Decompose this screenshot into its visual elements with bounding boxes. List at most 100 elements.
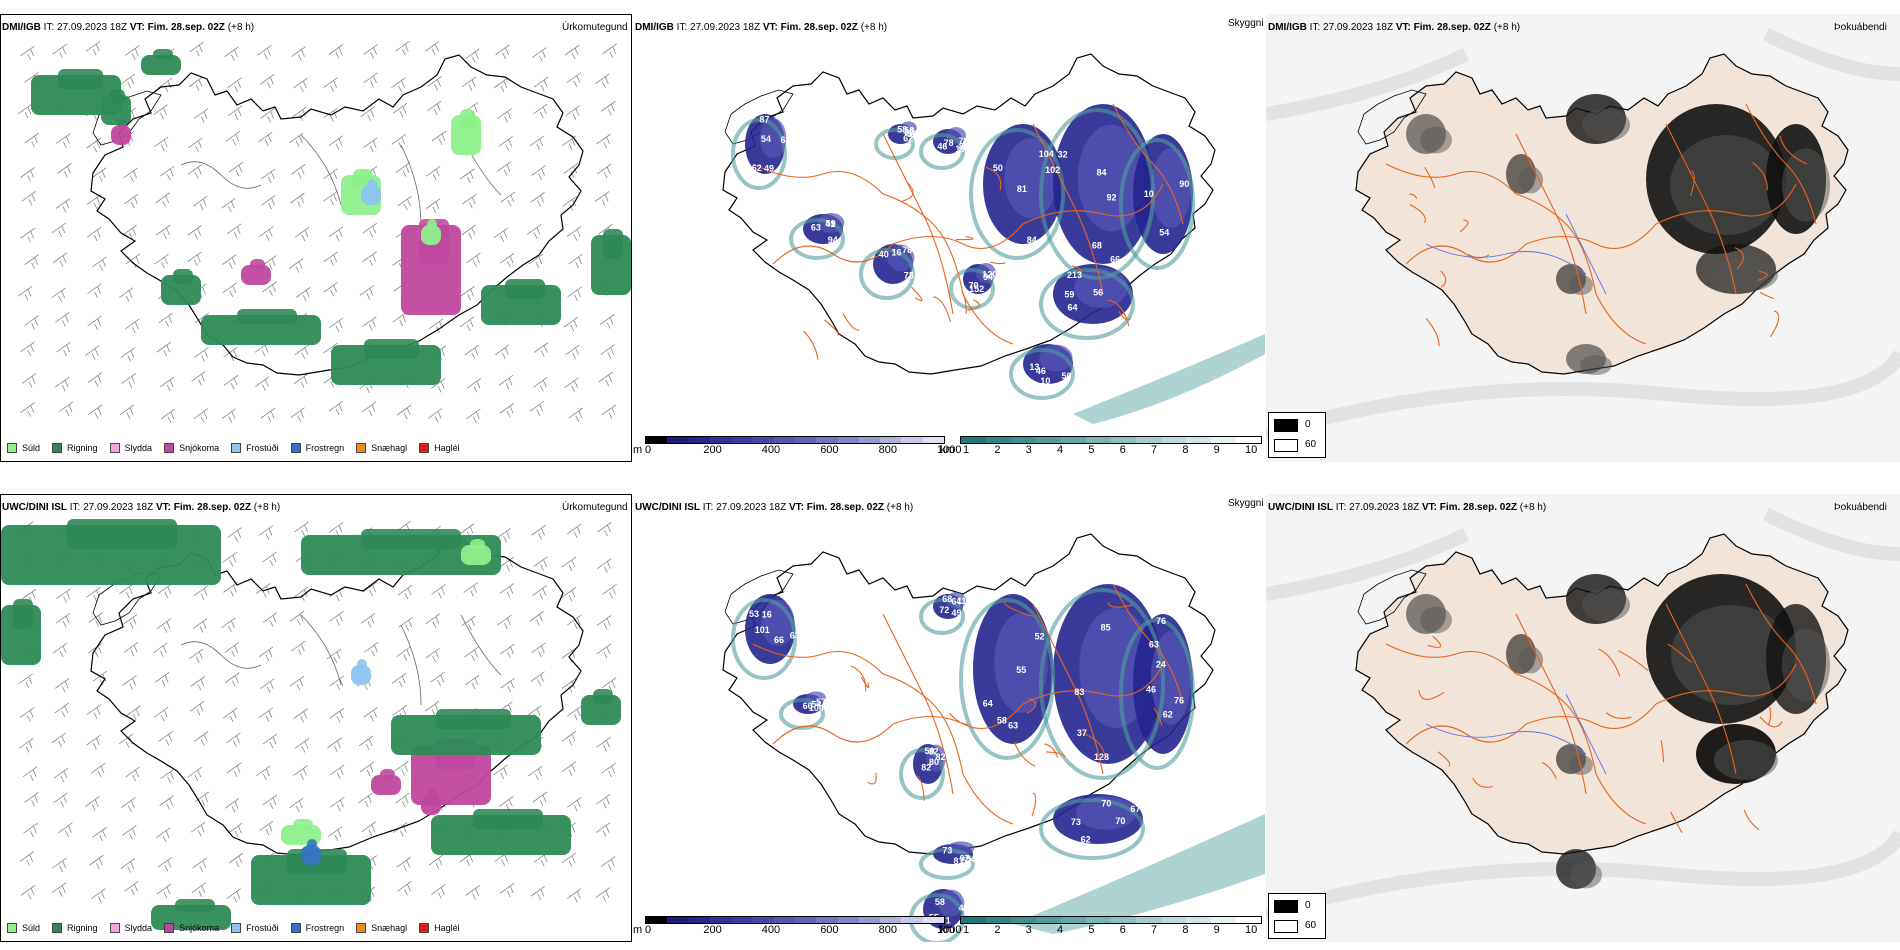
visibility-tick: 9 <box>1213 924 1220 936</box>
visibility-value: 58 <box>904 126 914 136</box>
legend-label: Snjókoma <box>179 443 220 453</box>
legend-label: Haglél <box>434 923 460 933</box>
visibility-value: 62 <box>1081 835 1091 845</box>
legend-swatch <box>164 443 175 453</box>
visibility-value: 46 <box>1146 684 1156 694</box>
visibility-value: 76 <box>1174 696 1184 706</box>
iceland-outline <box>722 53 1216 400</box>
iceland-outline <box>722 533 1216 942</box>
visibility-value: 56 <box>1093 287 1103 297</box>
fog-map-dmi <box>1266 14 1900 462</box>
visibility-value: 54 <box>966 855 976 865</box>
visibility-value: 82 <box>936 752 946 762</box>
legend-label: Snjókoma <box>179 923 220 933</box>
visibility-value: 73 <box>1071 817 1081 827</box>
visibility-tick: 10 <box>1245 444 1258 456</box>
visibility-value: 62 <box>903 133 913 143</box>
visibility-value: 66 <box>1110 254 1120 264</box>
visibility-tick: 8 <box>1182 924 1189 936</box>
precip-map-uwc <box>1 519 621 930</box>
visibility-tick: 2 <box>994 924 1001 936</box>
visibility-value: 73 <box>942 846 952 856</box>
visibility-tick: 3 <box>1025 924 1032 936</box>
legend-swatch <box>231 443 242 453</box>
visibility-tick: 7 <box>1151 444 1158 456</box>
visibility-value: 53 <box>749 609 759 619</box>
visibility-value: 94 <box>828 235 838 245</box>
visibility-value: 84 <box>1027 235 1037 245</box>
legend-swatch <box>290 443 301 453</box>
field-label-visibility-2: Skyggni <box>1228 498 1264 509</box>
visibility-value: 104 <box>1039 149 1054 159</box>
legend-item-4: Frostúði <box>231 443 279 453</box>
visibility-tick: 1 <box>963 444 970 456</box>
visibility-tick: 4 <box>1057 924 1064 936</box>
sea-low-visibility <box>1073 334 1265 424</box>
visibility-value: 71 <box>941 915 951 925</box>
visibility-unit: km <box>940 924 955 936</box>
visibility-value: 78 <box>902 245 912 255</box>
legend-item-2: Slydda <box>109 443 152 453</box>
visibility-tick: 4 <box>1057 444 1064 456</box>
panel-title-uwc-visibility: UWC/DINI ISL IT: 27.09.2023 18Z VT: Fim.… <box>635 502 914 513</box>
visibility-value: 54 <box>1159 228 1169 238</box>
height-tick: 200 <box>703 444 722 456</box>
visibility-tick: 1 <box>963 924 970 936</box>
visibility-colorbar <box>960 916 1262 924</box>
visibility-value: 62 <box>752 163 762 173</box>
visibility-value: 16 <box>762 610 772 620</box>
visibility-tick: 2 <box>994 444 1001 456</box>
precip-map-dmi <box>17 40 631 424</box>
visibility-tick: 9 <box>1213 444 1220 456</box>
legend-item-5: Frostregn <box>290 443 344 453</box>
visibility-value: 63 <box>790 631 800 641</box>
visibility-value: 54 <box>811 700 821 710</box>
visibility-value: 64 <box>983 698 993 708</box>
visibility-value: 68 <box>942 594 952 604</box>
legend-item-0: Súld <box>7 443 40 453</box>
precip-areas <box>1 519 621 930</box>
visibility-value: 52 <box>961 855 971 865</box>
legend-item-2: Slydda <box>109 923 153 933</box>
visibility-value: 101 <box>755 625 770 635</box>
visibility-value: 10 <box>1144 189 1154 199</box>
visibility-value: 70 <box>1115 816 1125 826</box>
fog-legend-1: 0 60 <box>1268 412 1326 458</box>
visibility-value: 41 <box>825 219 835 229</box>
visibility-value: 94 <box>983 272 993 282</box>
visibility-value: 46 <box>937 141 947 151</box>
legend-item-1: Rigning <box>52 923 98 933</box>
visibility-value: 70 <box>1101 799 1111 809</box>
precip-panel-uwc: Súld Rigning Slydda Snjókoma Frostúði Frostre… <box>0 494 632 942</box>
legend-item-1: Rigning <box>52 443 98 453</box>
visibility-value: 81 <box>1017 184 1027 194</box>
visibility-value: 19 <box>955 144 965 154</box>
legend-swatch <box>52 443 63 453</box>
visibility-tick: 3 <box>1025 444 1032 456</box>
height-tick: 600 <box>820 444 839 456</box>
visibility-value: 120 <box>982 269 997 279</box>
iceland-outline <box>1355 53 1849 375</box>
legend-swatch <box>7 923 17 933</box>
visibility-value: 113 <box>957 596 972 606</box>
fog-swatch-0 <box>1274 419 1298 432</box>
field-label-fog: Þokuábendi <box>1834 22 1887 33</box>
legend-label: Slydda <box>124 923 153 933</box>
visibility-value: 128 <box>1094 752 1109 762</box>
fog-label-0: 0 <box>1305 419 1311 430</box>
visibility-value: 59 <box>826 218 836 228</box>
visibility-tick: 10 <box>1245 924 1258 936</box>
fog-map-uwc <box>1266 494 1900 942</box>
visibility-value: 61 <box>780 135 790 145</box>
sea-low-visibility <box>1013 814 1265 934</box>
legend-label: Snæhagl <box>371 923 408 933</box>
visibility-value: 97 <box>960 853 970 863</box>
visibility-value: 10 <box>1040 376 1050 386</box>
fog-panel-uwc <box>1266 494 1900 942</box>
visibility-tick: 6 <box>1119 924 1126 936</box>
visibility-value: 63 <box>1008 720 1018 730</box>
legend-item-3: Snjókoma <box>164 923 219 933</box>
height-tick: 600 <box>820 924 839 936</box>
visibility-value: 54 <box>761 134 771 144</box>
visibility-panel-uwc: 63 49 52 85 63 62 80 54 49 54 53 68 64 46 76 73 82 97 58 60… <box>633 494 1265 942</box>
